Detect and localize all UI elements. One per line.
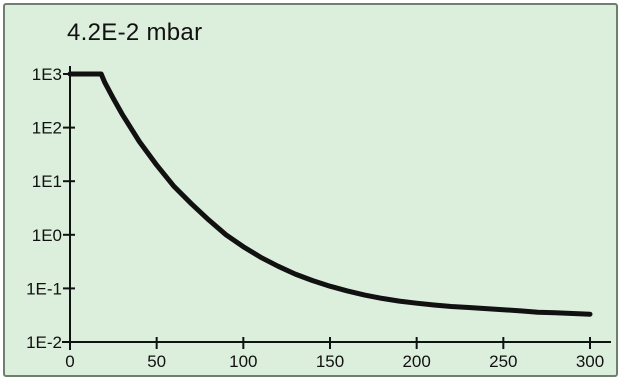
y-tick-label: 1E-2 (26, 333, 62, 352)
y-tick-label: 1E2 (32, 119, 62, 138)
y-tick-label: 1E-1 (26, 279, 62, 298)
pressure-curve-chart: 1E-2 1E-1 1E0 1E1 1E2 1E3 0 50 100 150 200 250 300 (26, 65, 611, 371)
x-tick-label: 0 (65, 352, 74, 371)
y-tick-label: 1E0 (32, 226, 62, 245)
pressure-curve (67, 71, 593, 317)
x-tick-label: 250 (489, 352, 517, 371)
ticks (63, 73, 591, 349)
x-tick-label: 100 (229, 352, 257, 371)
y-tick-label: 1E1 (32, 172, 62, 191)
x-tick-label: 300 (576, 352, 604, 371)
y-tick-label: 1E3 (32, 65, 62, 84)
axes (62, 66, 611, 350)
pressure-display: 4.2E-2 mbar 1E-2 1E-1 1E0 1E1 1E2 1E3 0 50 100 15… (3, 3, 618, 377)
x-tick-label: 50 (147, 352, 166, 371)
tick-labels: 1E-2 1E-1 1E0 1E1 1E2 1E3 0 50 100 150 200 250 300 (26, 65, 604, 371)
x-tick-label: 150 (316, 352, 344, 371)
x-tick-label: 200 (402, 352, 430, 371)
pressure-readout: 4.2E-2 mbar (67, 19, 203, 46)
